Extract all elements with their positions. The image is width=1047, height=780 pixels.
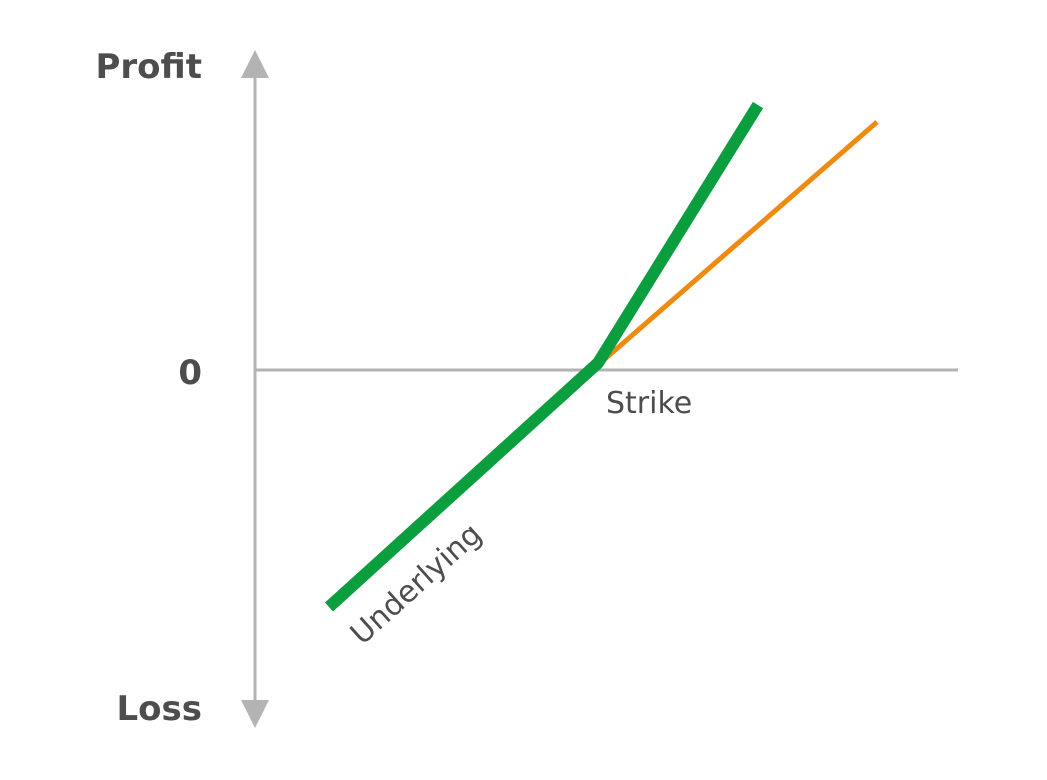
- profit-label: Profit: [96, 47, 203, 87]
- underlying-label: Underlying: [344, 517, 489, 652]
- axis-arrow-up-icon: [241, 50, 269, 78]
- zero-label: 0: [178, 353, 202, 393]
- axis-arrow-down-icon: [241, 700, 269, 728]
- option-payoff-line: [596, 120, 879, 367]
- underlying-payoff-line: [324, 101, 764, 612]
- strike-label: Strike: [606, 386, 692, 421]
- loss-label: Loss: [117, 689, 203, 729]
